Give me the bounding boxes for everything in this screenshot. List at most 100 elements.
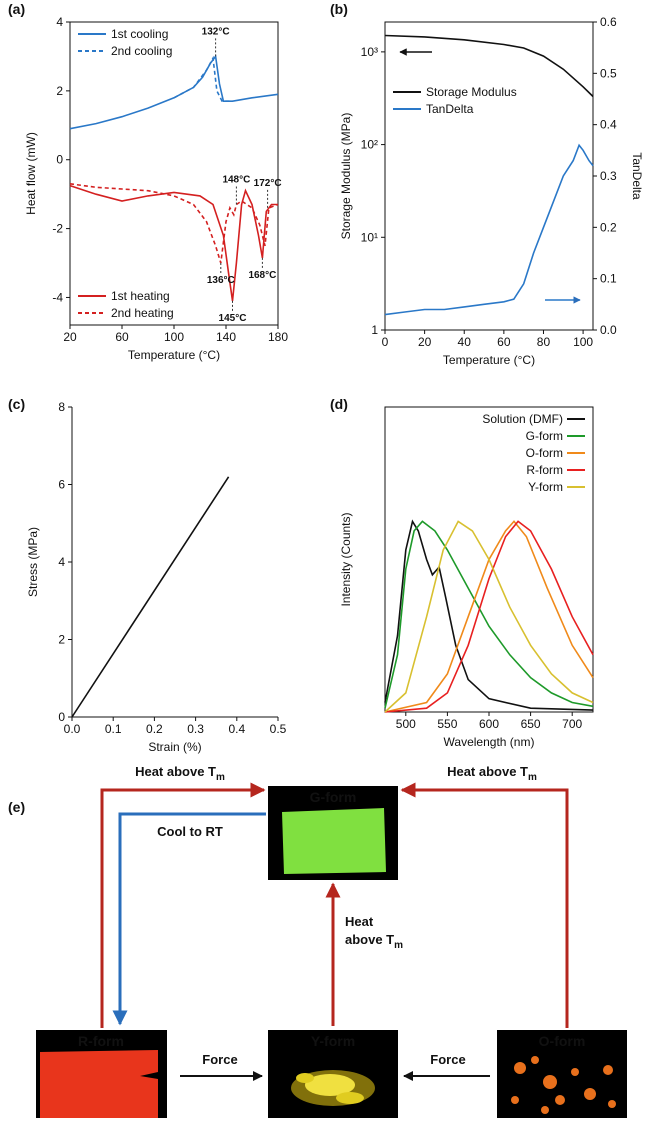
data-line [173, 55, 233, 102]
x-tick-label: 20 [418, 335, 432, 349]
y-tick-label: 2 [58, 633, 65, 647]
data-line [384, 520, 594, 713]
y-axis-label: Stress (MPa) [26, 527, 40, 597]
data-line [69, 54, 279, 130]
x-tick-label: 700 [562, 717, 582, 731]
data-line [384, 520, 594, 713]
panel-label: (b) [330, 1, 348, 17]
y-tick-label: 10³ [361, 45, 378, 59]
x-axis-label: Temperature (°C) [443, 353, 535, 367]
edge-label: Heat above Tm [447, 764, 537, 783]
legend-label: 1st heating [111, 289, 170, 303]
o-form-image [497, 1030, 627, 1118]
data-line [384, 520, 594, 713]
annotation: 172°C [254, 178, 282, 189]
legend-label: TanDelta [426, 102, 474, 116]
annotation: 148°C [222, 174, 250, 185]
x-tick-label: 180 [268, 330, 288, 344]
y2-tick-label: 0.6 [600, 15, 617, 29]
y-tick-label: 10¹ [361, 230, 378, 244]
legend-label: 2nd heating [111, 306, 174, 320]
y-tick-label: -2 [52, 222, 63, 236]
x-axis-label: Temperature (°C) [128, 348, 220, 362]
data-line [384, 519, 594, 711]
x-tick-label: 0.2 [146, 722, 163, 736]
y-axis-label: Storage Modulus (MPa) [339, 113, 353, 240]
edge-label: Heat [345, 914, 374, 929]
annotation: 145°C [219, 313, 247, 324]
y-tick-label: 8 [58, 400, 65, 414]
legend-label: Y-form [528, 480, 563, 494]
x-tick-label: 500 [396, 717, 416, 731]
y2-tick-label: 0.4 [600, 118, 617, 132]
edge-label: above Tm [345, 932, 403, 951]
data-line [384, 520, 594, 709]
edge-label: Heat above Tm [135, 764, 225, 783]
y-axis-label: Intensity (Counts) [339, 512, 353, 606]
y2-axis-label: TanDelta [630, 152, 644, 200]
x-tick-label: 100 [573, 335, 593, 349]
panel-label: (e) [8, 799, 25, 815]
annotation: 168°C [248, 270, 276, 281]
node-label: Y-form [311, 1033, 355, 1049]
annotation: 132°C [202, 26, 230, 37]
x-tick-label: 140 [216, 330, 236, 344]
data-line [384, 34, 594, 98]
node-label: G-form [310, 789, 357, 805]
edge-label: Cool to RT [157, 824, 223, 839]
x-tick-label: 80 [537, 335, 551, 349]
y-axis-label: Heat flow (mW) [24, 132, 38, 215]
panel-label: (a) [8, 1, 25, 17]
data-line [69, 183, 279, 264]
x-axis-label: Strain (%) [148, 740, 201, 754]
edge-label: Force [202, 1052, 237, 1067]
legend-label: G-form [526, 429, 563, 443]
node-label: R-form [78, 1033, 124, 1049]
x-tick-label: 600 [479, 717, 499, 731]
x-tick-label: 40 [458, 335, 472, 349]
y2-tick-label: 0.5 [600, 66, 617, 80]
x-tick-label: 20 [63, 330, 77, 344]
x-tick-label: 60 [497, 335, 511, 349]
y2-tick-label: 0.1 [600, 272, 617, 286]
legend-label: Solution (DMF) [482, 412, 563, 426]
arrow [400, 782, 569, 1028]
legend-label: O-form [526, 446, 563, 460]
y2-tick-label: 0.0 [600, 323, 617, 337]
x-tick-label: 0.5 [270, 722, 287, 736]
y2-tick-label: 0.3 [600, 169, 617, 183]
y-tick-label: -4 [52, 290, 63, 304]
data-line [71, 476, 230, 718]
x-tick-label: 0.4 [228, 722, 245, 736]
x-axis-label: Wavelength (nm) [444, 735, 535, 749]
y-tick-label: 2 [56, 84, 63, 98]
x-tick-label: 650 [521, 717, 541, 731]
x-tick-label: 0 [382, 335, 389, 349]
panel-label: (c) [8, 396, 25, 412]
arrow [100, 782, 266, 1028]
g-form-image [268, 786, 398, 880]
arrow [112, 812, 266, 1026]
y-tick-label: 6 [58, 478, 65, 492]
legend-label: 2nd cooling [111, 44, 172, 58]
y-tick-label: 1 [371, 323, 378, 337]
y-tick-label: 4 [56, 15, 63, 29]
edge-label: Force [430, 1052, 465, 1067]
y-tick-label: 10² [361, 138, 378, 152]
node-label: O-form [539, 1033, 586, 1049]
annotation: 136°C [207, 275, 235, 286]
x-tick-label: 60 [115, 330, 129, 344]
y-tick-label: 0 [56, 153, 63, 167]
x-tick-label: 0.1 [105, 722, 122, 736]
x-tick-label: 550 [437, 717, 457, 731]
panel-label: (d) [330, 396, 348, 412]
r-form-image [36, 1030, 167, 1118]
y2-tick-label: 0.2 [600, 220, 617, 234]
x-tick-label: 0.0 [64, 722, 81, 736]
legend-label: 1st cooling [111, 27, 168, 41]
legend-label: R-form [526, 463, 563, 477]
x-tick-label: 100 [164, 330, 184, 344]
legend-label: Storage Modulus [426, 85, 517, 99]
